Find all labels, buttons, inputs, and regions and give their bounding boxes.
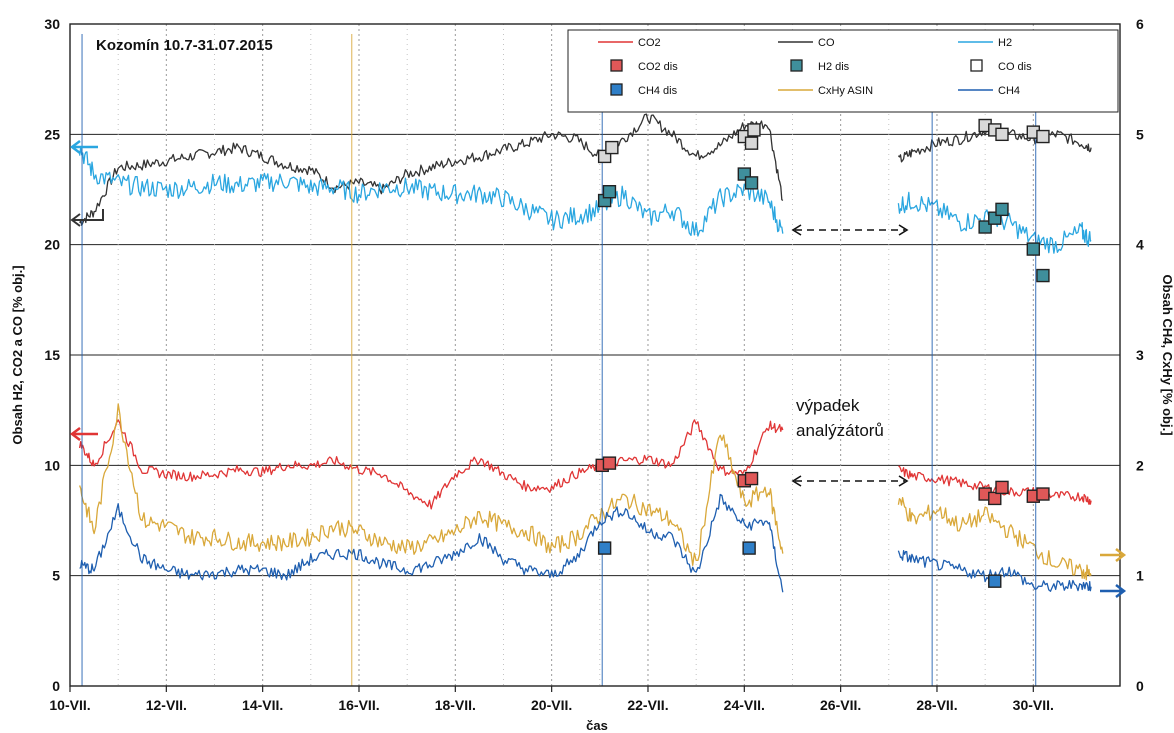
marker-co2-dis xyxy=(744,471,759,486)
x-tick-label: 22-VII. xyxy=(627,697,668,713)
marker-co-dis xyxy=(1036,129,1050,144)
gap-arrow-upper-right-head xyxy=(898,224,909,236)
series-line-co2 xyxy=(78,419,784,510)
x-tick-label: 18-VII. xyxy=(435,697,476,713)
gridlines xyxy=(69,24,1120,686)
series-line-cxhy-asin xyxy=(897,496,1092,581)
legend-label: CO2 dis xyxy=(638,61,678,73)
legend-label: CH4 xyxy=(998,85,1020,97)
legend-label: CH4 dis xyxy=(638,85,678,97)
series-lines xyxy=(78,34,1092,686)
marker-h2-dis xyxy=(744,176,759,190)
y-tick-label-right: 2 xyxy=(1136,457,1144,473)
marker-ch4-dis xyxy=(742,541,756,555)
legend-label: CxHy ASIN xyxy=(818,85,873,97)
marker-co2-dis xyxy=(995,480,1009,495)
marker-h2-dis xyxy=(1026,242,1041,256)
legend-box xyxy=(567,29,1119,113)
axis-arrow-h2-head xyxy=(69,140,81,154)
axes: 0 5 10 15 20 25 30 0 1 2 3 4 5 6 10-VII. 12-VII. 14-VII.… xyxy=(44,16,1144,713)
y-axis-title-left: Obsah H2, CO2 a CO [% obj.] xyxy=(10,265,25,444)
legend-swatch-marker xyxy=(790,59,803,72)
x-tick-label: 24-VII. xyxy=(724,697,765,713)
x-tick-label: 20-VII. xyxy=(531,697,572,713)
x-tick-label: 26-VII. xyxy=(820,697,861,713)
series-line-cxhy-asin xyxy=(78,403,784,566)
legend-swatch-marker xyxy=(610,59,623,72)
y-tick-label-left: 15 xyxy=(44,347,60,363)
axis-pointer-arrows xyxy=(69,140,1127,598)
legend-label: CO xyxy=(818,37,835,49)
x-tick-label: 10-VII. xyxy=(49,697,90,713)
y-tick-label-right: 5 xyxy=(1136,126,1144,142)
marker-ch4-dis xyxy=(597,541,612,555)
y-tick-label-right: 6 xyxy=(1136,16,1144,32)
y-tick-label-left: 0 xyxy=(52,678,60,694)
marker-h2-dis xyxy=(1036,268,1050,283)
x-tick-label: 28-VII. xyxy=(916,697,957,713)
x-tick-label: 14-VII. xyxy=(242,697,283,713)
y-tick-label-left: 10 xyxy=(44,457,60,473)
y-tick-label-right: 4 xyxy=(1136,237,1144,253)
marker-co2-dis xyxy=(988,491,1002,506)
axis-arrow-cxhy-head xyxy=(1115,548,1127,562)
marker-co-dis xyxy=(744,136,759,150)
legend: CO2 CO H2 CO2 dis H2 dis CO dis CH4 dis CxHy AS… xyxy=(567,29,1119,113)
series-line-h2 xyxy=(897,191,1092,254)
legend-label: H2 xyxy=(998,37,1012,49)
marker-co-dis xyxy=(605,140,619,155)
annotation-analyzer-outage: výpadek analýzátorů xyxy=(791,224,909,487)
axis-arrow-ch4-head xyxy=(1115,584,1127,598)
x-tick-label: 16-VII. xyxy=(338,697,379,713)
legend-label: CO2 xyxy=(638,37,661,49)
y-tick-label-left: 25 xyxy=(44,126,60,142)
y-tick-label-left: 5 xyxy=(52,568,60,584)
gap-arrow-lower-right-head xyxy=(898,475,909,487)
axis-arrow-co xyxy=(72,209,104,221)
x-tick-label: 12-VII. xyxy=(146,697,187,713)
series-line-h2 xyxy=(78,147,784,237)
y-tick-label-left: 30 xyxy=(44,16,60,32)
marker-co2-dis xyxy=(1036,487,1050,501)
marker-h2-dis xyxy=(602,185,617,199)
gap-arrow-upper-left-head xyxy=(791,224,802,236)
marker-co-dis xyxy=(747,123,761,137)
y-tick-label-left: 20 xyxy=(44,237,60,253)
x-axis-title: čas xyxy=(586,718,608,733)
annotation-line-1: výpadek xyxy=(796,396,860,415)
y-tick-label-right: 0 xyxy=(1136,678,1144,694)
axis-arrow-co-head xyxy=(70,213,81,227)
y-axis-title-right: Obsah CH4, CxHy [% obj.] xyxy=(1160,274,1174,435)
legend-swatch-marker xyxy=(970,59,983,72)
y-tick-label-right: 1 xyxy=(1136,568,1144,584)
series-line-co xyxy=(79,113,784,226)
chart-title: Kozomín 10.7-31.07.2015 xyxy=(96,37,273,54)
marker-co-dis xyxy=(995,127,1009,142)
x-tick-label: 30-VII. xyxy=(1013,697,1054,713)
y-tick-label-right: 3 xyxy=(1136,347,1144,363)
legend-swatch-marker xyxy=(610,83,623,96)
marker-co2-dis xyxy=(602,456,617,470)
plot-frame xyxy=(69,23,1121,687)
marker-ch4-dis xyxy=(988,574,1002,588)
gap-arrow-lower-left-head xyxy=(791,475,802,487)
series-line-ch4 xyxy=(79,493,784,593)
axis-arrow-co2-head xyxy=(69,427,81,441)
annotation-line-2: analýzátorů xyxy=(796,421,884,440)
legend-label: H2 dis xyxy=(818,61,850,73)
legend-label: CO dis xyxy=(998,61,1032,73)
discrete-markers xyxy=(595,118,1050,588)
marker-h2-dis xyxy=(995,202,1009,217)
